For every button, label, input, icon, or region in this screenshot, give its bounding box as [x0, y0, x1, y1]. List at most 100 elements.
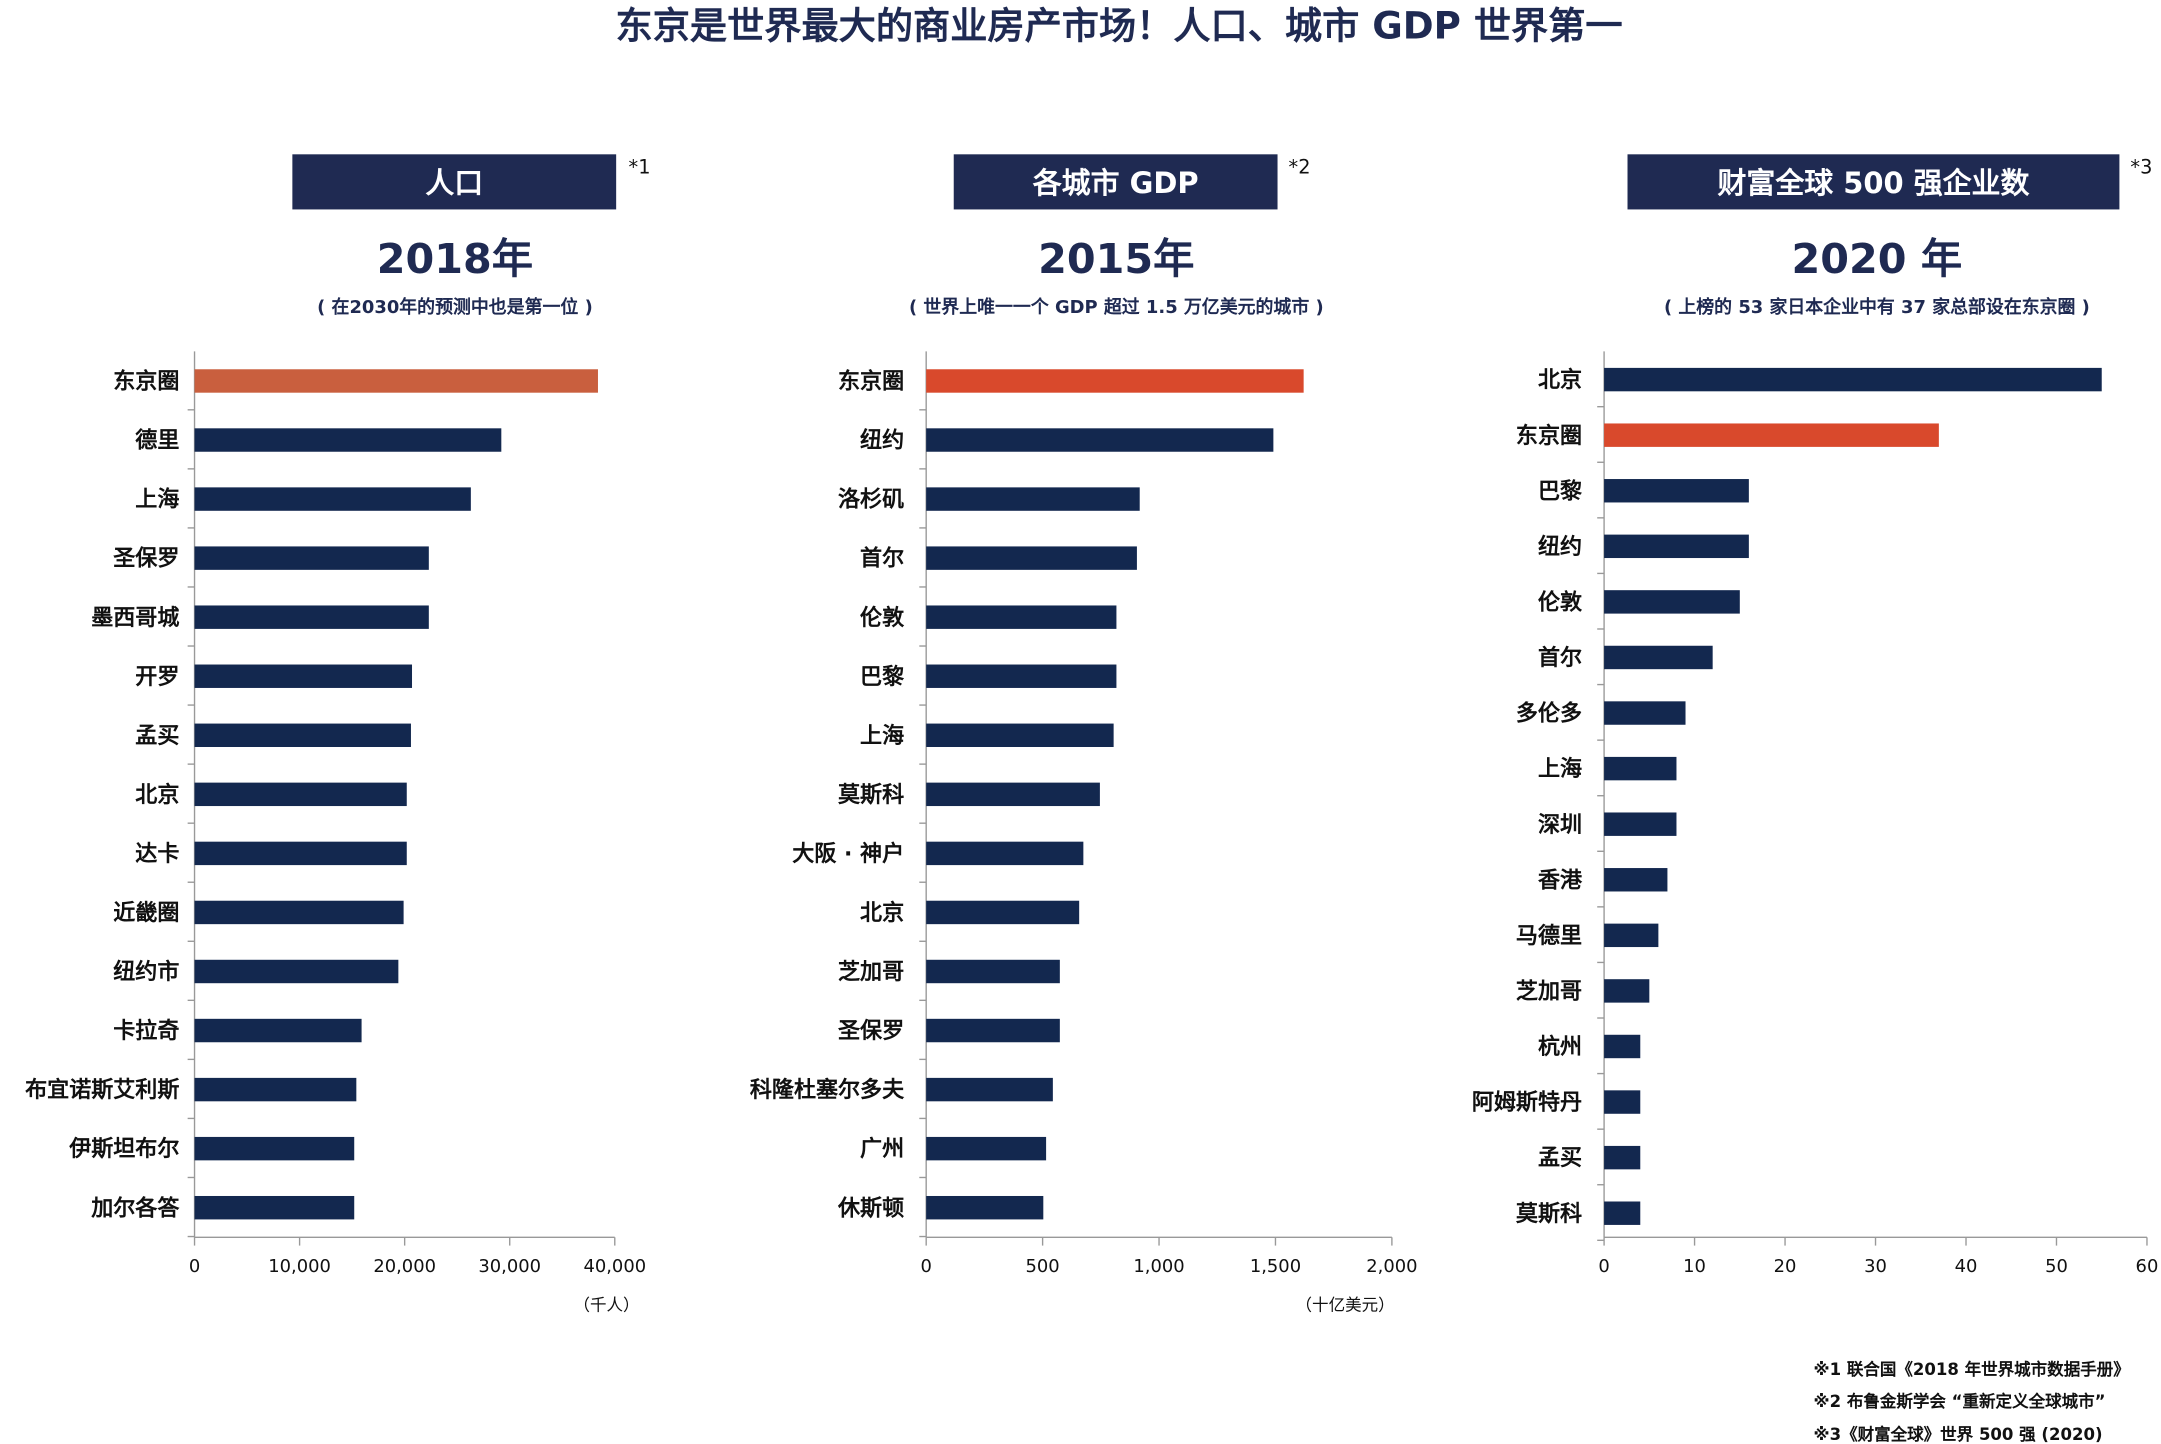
x-tick-label: 10,000 — [268, 1256, 331, 1277]
bar-洛杉矶 — [926, 487, 1140, 511]
bar-上海 — [194, 487, 471, 511]
chart-header-box — [292, 154, 617, 210]
category-label: 加尔各答 — [90, 1195, 180, 1221]
bar-大阪 · 神户 — [926, 841, 1084, 866]
chart-subtitle: ( 上榜的 53 家日本企业中有 37 家总部设在东京圈 ) — [1664, 296, 2090, 318]
x-tick-label: 40,000 — [583, 1256, 646, 1277]
category-label: 伦敦 — [860, 605, 905, 631]
chart-header: 人口 — [425, 166, 483, 200]
category-label: 墨西哥城 — [91, 605, 179, 631]
x-tick-label: 500 — [1026, 1256, 1060, 1277]
bar-莫斯科 — [1604, 1201, 1641, 1225]
chart-subtitle: ( 世界上唯一一个 GDP 超过 1.5 万亿美元的城市 ) — [909, 296, 1324, 318]
chart-3: 财富全球 500 强企业数 *3 2020 年 ( 上榜的 53 家日本企业中有 37… — [1472, 154, 2158, 1277]
category-label: 东京圈 — [838, 369, 904, 395]
category-label: 休斯顿 — [837, 1195, 904, 1221]
bar-圣保罗 — [926, 1018, 1060, 1043]
bar-卡拉奇 — [194, 1018, 362, 1043]
category-label: 阿姆斯特丹 — [1472, 1090, 1582, 1116]
bar-上海 — [926, 723, 1114, 747]
x-tick-label: 2,000 — [1366, 1256, 1417, 1277]
x-tick-label: 30,000 — [478, 1256, 541, 1277]
category-label: 北京 — [1538, 367, 1582, 393]
bar-北京 — [1604, 367, 2102, 392]
bar-近畿圈 — [194, 900, 404, 925]
category-label: 香港 — [1538, 868, 1583, 893]
category-label: 首尔 — [860, 546, 904, 572]
note-mark: *2 — [1289, 156, 1311, 179]
x-tick-label: 30 — [1864, 1256, 1887, 1277]
note-mark: *3 — [2130, 156, 2152, 179]
category-label: 纽约 — [860, 428, 904, 454]
bar-首尔 — [926, 546, 1137, 570]
category-label: 上海 — [1538, 756, 1582, 782]
chart-2: 各城市 GDP *2 2015年 ( 世界上唯一一个 GDP 超过 1.5 万亿美元的… — [750, 154, 1418, 1314]
chart-header-box — [1627, 154, 2120, 210]
category-label: 近畿圈 — [113, 900, 179, 926]
category-label: 达卡 — [135, 842, 179, 867]
category-label: 伦敦 — [1538, 589, 1583, 615]
bar-孟买 — [1604, 1145, 1641, 1170]
category-label: 马德里 — [1516, 923, 1582, 949]
bar-芝加哥 — [1604, 979, 1650, 1003]
bar-休斯顿 — [926, 1195, 1044, 1220]
x-tick-label: 10 — [1683, 1256, 1706, 1277]
footnote-3: ※3《财富全球》世界 500 强 (2020) — [1814, 1424, 2103, 1444]
category-label: 纽约 — [1538, 534, 1582, 560]
bar-东京圈 — [194, 369, 598, 393]
category-label: 伊斯坦布尔 — [68, 1136, 179, 1162]
footnote-1: ※1 联合国《2018 年世界城市数据手册》 — [1814, 1359, 2130, 1379]
bar-墨西哥城 — [194, 605, 429, 629]
category-label: 芝加哥 — [1516, 978, 1582, 1004]
bar-纽约 — [1604, 534, 1749, 559]
category-label: 杭州 — [1538, 1034, 1582, 1060]
bar-东京圈 — [926, 369, 1304, 393]
x-tick-label: 0 — [189, 1256, 200, 1277]
category-label: 首尔 — [1538, 645, 1582, 671]
category-label: 芝加哥 — [838, 959, 904, 985]
footnote-2: ※2 布鲁金斯学会 “重新定义全球城市” — [1814, 1391, 2106, 1411]
chart-header: 各城市 GDP — [1032, 166, 1199, 200]
category-label: 圣保罗 — [838, 1019, 904, 1044]
category-label: 圣保罗 — [113, 547, 179, 572]
category-label: 洛杉矶 — [838, 487, 904, 513]
bar-德里 — [194, 428, 502, 452]
bar-北京 — [194, 782, 407, 807]
chart-header-box — [953, 154, 1278, 210]
x-tick-label: 50 — [2045, 1256, 2068, 1277]
category-label: 上海 — [860, 723, 904, 749]
category-label: 巴黎 — [1538, 478, 1582, 504]
bar-纽约市 — [194, 959, 399, 984]
chart-title: 2015年 — [1038, 235, 1194, 283]
bar-香港 — [1604, 868, 1668, 892]
category-label: 德里 — [135, 428, 179, 454]
category-label: 东京圈 — [113, 369, 179, 395]
bar-莫斯科 — [926, 782, 1100, 807]
bar-孟买 — [194, 723, 411, 747]
bar-纽约 — [926, 428, 1274, 452]
bar-阿姆斯特丹 — [1604, 1090, 1641, 1114]
x-tick-label: 0 — [920, 1256, 931, 1277]
bar-芝加哥 — [926, 959, 1060, 984]
category-label: 孟买 — [1538, 1146, 1582, 1171]
x-tick-label: 20,000 — [373, 1256, 436, 1277]
bar-多伦多 — [1604, 701, 1686, 725]
bar-首尔 — [1604, 645, 1713, 670]
x-tick-label: 1,500 — [1250, 1256, 1301, 1277]
bar-开罗 — [194, 664, 413, 688]
category-label: 广州 — [860, 1136, 904, 1162]
bar-加尔各答 — [194, 1195, 355, 1220]
chart-header: 财富全球 500 强企业数 — [1718, 166, 2030, 200]
x-tick-label: 1,000 — [1133, 1256, 1184, 1277]
page-title: 东京是世界最大的商业房产市场！人口、城市 GDP 世界第一 — [616, 4, 1623, 48]
bar-伊斯坦布尔 — [194, 1136, 355, 1161]
category-label: 东京圈 — [1516, 423, 1582, 449]
category-label: 大阪 · 神户 — [792, 841, 904, 867]
category-label: 科隆杜塞尔多夫 — [750, 1077, 905, 1103]
category-label: 北京 — [860, 900, 904, 926]
bar-达卡 — [194, 841, 407, 866]
unit-label: （千人） — [574, 1295, 640, 1314]
category-label: 孟买 — [135, 724, 179, 749]
